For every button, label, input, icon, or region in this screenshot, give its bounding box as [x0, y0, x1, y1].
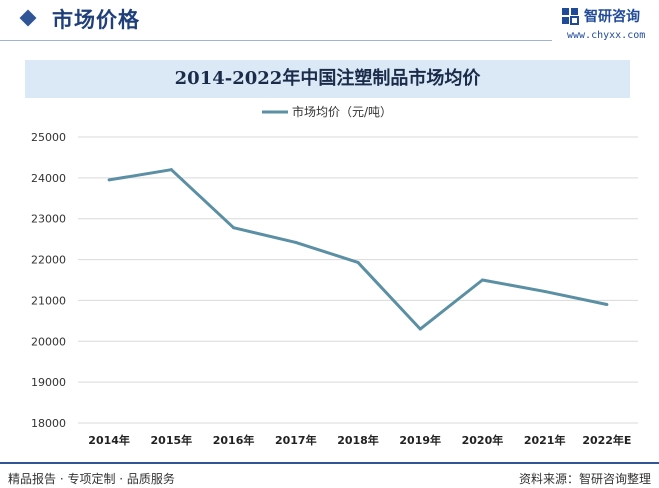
x-axis-ticks: 2014年 2015年 2016年 2017年 2018年 2019年 2020年 2021年…	[88, 433, 631, 447]
data-point	[294, 240, 298, 244]
y-tick-label: 18000	[31, 417, 66, 430]
x-tick-label: 2020年	[462, 433, 504, 447]
grid-lines	[78, 136, 638, 424]
data-point	[418, 327, 422, 331]
y-tick-label: 23000	[31, 213, 66, 226]
y-tick-label: 21000	[31, 294, 66, 307]
data-point	[232, 226, 236, 230]
data-point	[169, 168, 173, 172]
x-tick-label: 2017年	[275, 433, 317, 447]
y-tick-label: 24000	[31, 172, 66, 185]
y-tick-label: 19000	[31, 376, 66, 389]
series-line	[108, 168, 608, 331]
chart-title: 2014-2022年中国注塑制品市场均价	[174, 68, 481, 89]
x-tick-label: 2016年	[213, 433, 255, 447]
x-tick-label: 2014年	[88, 433, 130, 447]
data-point	[543, 289, 547, 293]
data-point	[356, 260, 360, 264]
legend: 市场均价（元/吨）	[262, 104, 392, 119]
header-divider	[0, 40, 552, 41]
footer: 精品报告 · 专项定制 · 品质服务 资料来源：智研咨询整理	[0, 462, 659, 488]
x-tick-label: 2022年E	[582, 433, 631, 447]
data-point	[480, 278, 484, 282]
section-title: 市场价格	[52, 8, 140, 32]
footer-source: 资料来源：智研咨询整理	[518, 472, 651, 486]
website-url[interactable]: www.chyxx.com	[567, 30, 646, 41]
data-point	[605, 303, 609, 307]
footer-divider	[0, 462, 659, 464]
x-tick-label: 2018年	[337, 433, 379, 447]
y-tick-label: 20000	[31, 335, 66, 348]
line-chart: 18000 19000 20000 21000 22000 23000 24000 25000…	[31, 104, 638, 447]
x-tick-label: 2015年	[151, 433, 193, 447]
data-points	[107, 168, 609, 331]
y-tick-label: 22000	[31, 254, 66, 267]
x-tick-label: 2019年	[399, 433, 441, 447]
y-tick-label: 25000	[31, 131, 66, 144]
brand-name: 智研咨询	[584, 9, 640, 25]
header: 市场价格 智研咨询 www.chyxx.com	[0, 0, 659, 44]
data-point	[107, 178, 111, 182]
x-tick-label: 2021年	[524, 433, 566, 447]
brand-logo-icon	[562, 8, 579, 25]
chart-title-bar: 2014-2022年中国注塑制品市场均价	[25, 60, 630, 98]
y-axis-ticks: 18000 19000 20000 21000 22000 23000 24000 25000	[31, 131, 66, 430]
footer-slogan: 精品报告 · 专项定制 · 品质服务	[8, 472, 175, 486]
diamond-icon	[19, 9, 37, 27]
legend-label: 市场均价（元/吨）	[292, 104, 392, 119]
